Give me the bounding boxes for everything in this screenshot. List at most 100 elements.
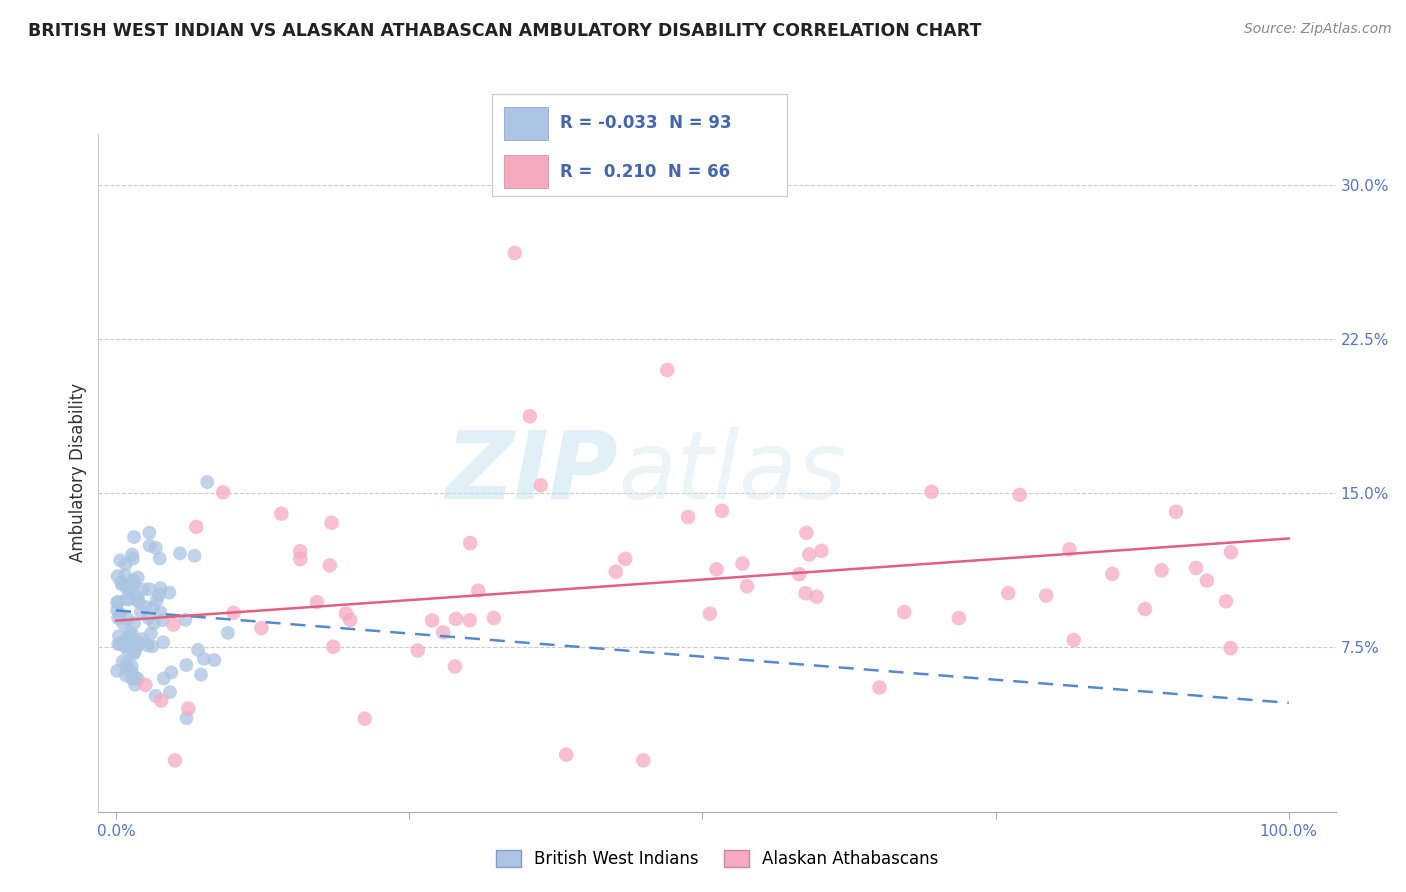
Point <box>202 653 225 667</box>
Point <box>305 595 328 609</box>
Point <box>555 747 578 762</box>
Point <box>319 558 342 573</box>
Point <box>120 582 142 596</box>
Point <box>122 551 145 566</box>
Point <box>519 409 541 424</box>
Point <box>118 625 141 640</box>
Point <box>339 613 361 627</box>
Point <box>174 613 197 627</box>
Point <box>138 611 160 625</box>
Point <box>676 510 699 524</box>
Y-axis label: Ambulatory Disability: Ambulatory Disability <box>69 384 87 562</box>
Point <box>159 685 181 699</box>
Point <box>787 567 810 582</box>
Point <box>1219 545 1241 559</box>
Point <box>183 549 205 563</box>
Point <box>127 672 149 686</box>
Point <box>118 583 141 598</box>
Point <box>121 665 143 679</box>
Point <box>193 652 215 666</box>
Point <box>107 637 129 651</box>
Point <box>406 643 429 657</box>
Point <box>614 552 637 566</box>
Point <box>458 536 481 550</box>
Point <box>127 570 149 584</box>
Point <box>710 504 733 518</box>
Point <box>1063 632 1085 647</box>
Point <box>107 569 129 583</box>
Point <box>110 575 132 590</box>
Point <box>633 753 655 767</box>
Point <box>530 478 553 492</box>
Point <box>121 671 143 685</box>
Point <box>149 551 172 566</box>
FancyBboxPatch shape <box>503 107 548 140</box>
Point <box>503 246 526 260</box>
Point <box>1185 561 1208 575</box>
Point <box>145 689 167 703</box>
Point <box>290 544 312 558</box>
Legend: British West Indians, Alaskan Athabascans: British West Indians, Alaskan Athabascan… <box>489 843 945 874</box>
Point <box>121 627 143 641</box>
Point <box>868 681 890 695</box>
Point <box>152 635 174 649</box>
Point <box>149 605 172 619</box>
Text: atlas: atlas <box>619 427 846 518</box>
Point <box>1035 589 1057 603</box>
Point <box>107 595 129 609</box>
Point <box>105 595 128 609</box>
Point <box>605 565 627 579</box>
Point <box>115 662 138 676</box>
Point <box>127 590 149 604</box>
Point <box>1101 566 1123 581</box>
Point <box>482 611 505 625</box>
Point <box>139 626 162 640</box>
Point <box>115 668 138 682</box>
Point <box>148 588 170 602</box>
Point <box>290 552 312 566</box>
Point <box>160 665 183 680</box>
Point <box>122 615 145 630</box>
Text: R = -0.033  N = 93: R = -0.033 N = 93 <box>560 114 731 132</box>
Point <box>335 607 357 621</box>
Point <box>893 605 915 619</box>
Point <box>731 557 754 571</box>
Point <box>108 637 131 651</box>
Point <box>157 585 180 599</box>
Point <box>444 612 467 626</box>
Point <box>118 629 141 643</box>
Point <box>810 544 832 558</box>
Point <box>121 659 143 673</box>
Point <box>118 645 141 659</box>
Point <box>796 525 818 540</box>
Point <box>186 520 208 534</box>
Point <box>111 654 134 668</box>
Point <box>212 485 235 500</box>
Point <box>195 475 218 489</box>
Point <box>129 605 152 619</box>
Point <box>125 640 148 654</box>
Point <box>997 586 1019 600</box>
Point <box>136 639 159 653</box>
Point <box>190 667 212 681</box>
Point <box>141 640 163 654</box>
Point <box>177 701 200 715</box>
Point <box>122 574 145 588</box>
Point <box>114 557 136 571</box>
Point <box>1215 594 1237 608</box>
Point <box>467 583 489 598</box>
Point <box>127 593 149 607</box>
Point <box>149 581 172 595</box>
Point <box>134 678 156 692</box>
Point <box>921 484 943 499</box>
Point <box>353 712 375 726</box>
Point <box>105 603 128 617</box>
Point <box>142 616 165 631</box>
Point <box>217 625 239 640</box>
Point <box>138 525 160 540</box>
Point <box>122 530 145 544</box>
Point <box>110 553 132 567</box>
Point <box>735 579 758 593</box>
Text: Source: ZipAtlas.com: Source: ZipAtlas.com <box>1244 22 1392 37</box>
Point <box>162 617 184 632</box>
